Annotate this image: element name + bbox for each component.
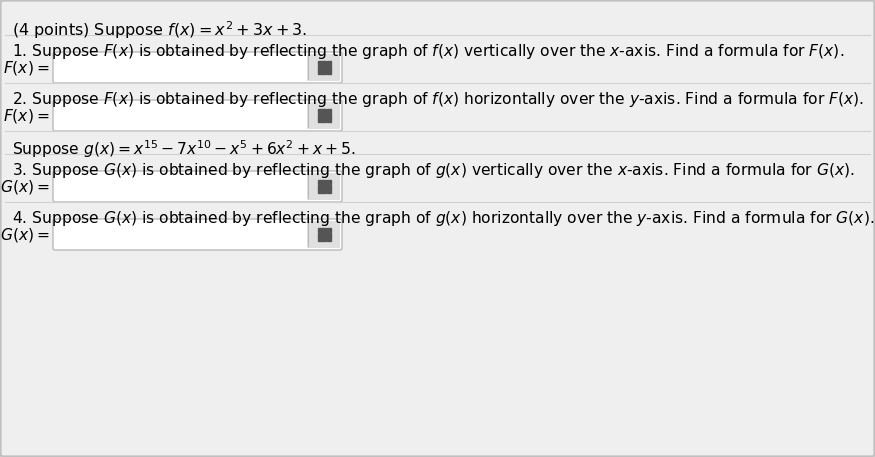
Text: 3. Suppose $G(x)$ is obtained by reflecting the graph of $g(x)$ vertically over : 3. Suppose $G(x)$ is obtained by reflect… — [12, 161, 855, 180]
Text: 4. Suppose $G(x)$ is obtained by reflecting the graph of $g(x)$ horizontally ove: 4. Suppose $G(x)$ is obtained by reflect… — [12, 209, 874, 228]
Text: 1. Suppose $F(x)$ is obtained by reflecting the graph of $f(x)$ vertically over : 1. Suppose $F(x)$ is obtained by reflect… — [12, 42, 844, 61]
Text: 2. Suppose $F(x)$ is obtained by reflecting the graph of $f(x)$ horizontally ove: 2. Suppose $F(x)$ is obtained by reflect… — [12, 90, 864, 109]
FancyBboxPatch shape — [53, 52, 342, 83]
Text: Suppose $g(x) = x^{15} - 7x^{10} - x^5 + 6x^2 + x + 5.$: Suppose $g(x) = x^{15} - 7x^{10} - x^5 +… — [12, 138, 355, 159]
Text: $F(x){=}$: $F(x){=}$ — [4, 59, 50, 77]
Text: $F(x){=}$: $F(x){=}$ — [4, 107, 50, 125]
FancyBboxPatch shape — [307, 54, 340, 81]
FancyBboxPatch shape — [307, 173, 340, 200]
Text: $G(x){=}$: $G(x){=}$ — [0, 226, 50, 244]
FancyBboxPatch shape — [307, 221, 340, 248]
FancyBboxPatch shape — [53, 171, 342, 202]
Text: $G(x){=}$: $G(x){=}$ — [0, 178, 50, 196]
FancyBboxPatch shape — [53, 100, 342, 131]
FancyBboxPatch shape — [307, 102, 340, 129]
FancyBboxPatch shape — [53, 219, 342, 250]
Text: (4 points) Suppose $f(x) = x^2 + 3x + 3.$: (4 points) Suppose $f(x) = x^2 + 3x + 3.… — [12, 19, 307, 41]
